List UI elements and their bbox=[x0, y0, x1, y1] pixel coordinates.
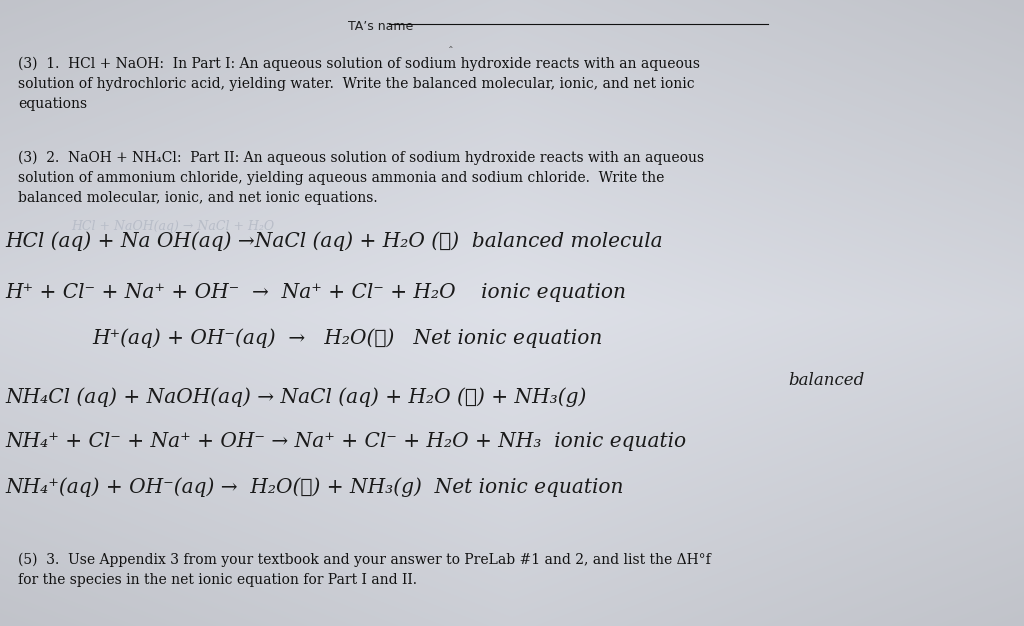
Text: (3)  2.  NaOH + NH₄Cl:  Part II: An aqueous solution of sodium hydroxide reacts : (3) 2. NaOH + NH₄Cl: Part II: An aqueous… bbox=[18, 150, 705, 205]
Text: NH₄⁺ + Cl⁻ + Na⁺ + OH⁻ → Na⁺ + Cl⁻ + H₂O + NH₃  ionic equatio: NH₄⁺ + Cl⁻ + Na⁺ + OH⁻ → Na⁺ + Cl⁻ + H₂O… bbox=[5, 432, 686, 451]
Text: HCl + NaOH(aq) → NaCl + H₂O: HCl + NaOH(aq) → NaCl + H₂O bbox=[72, 220, 274, 233]
Text: (5)  3.  Use Appendix 3 from your textbook and your answer to PreLab #1 and 2, a: (5) 3. Use Appendix 3 from your textbook… bbox=[18, 552, 712, 587]
Text: ‸: ‸ bbox=[449, 38, 453, 48]
Text: (3)  1.  HCl + NaOH:  In Part I: An aqueous solution of sodium hydroxide reacts : (3) 1. HCl + NaOH: In Part I: An aqueous… bbox=[18, 56, 700, 111]
Text: NH₄Cl (aq) + NaOH(aq) → NaCl (aq) + H₂O (ℓ) + NH₃(g): NH₄Cl (aq) + NaOH(aq) → NaCl (aq) + H₂O … bbox=[5, 387, 587, 406]
Text: TA’s name: TA’s name bbox=[348, 20, 414, 33]
Text: H⁺(aq) + OH⁻(aq)  →   H₂O(ℓ)   Net ionic equation: H⁺(aq) + OH⁻(aq) → H₂O(ℓ) Net ionic equa… bbox=[92, 329, 602, 348]
Text: HCl (aq) + Na OH(aq) →NaCl (aq) + H₂O (ℓ)  balanced molecula: HCl (aq) + Na OH(aq) →NaCl (aq) + H₂O (ℓ… bbox=[5, 232, 663, 251]
Text: NH₄⁺(aq) + OH⁻(aq) →  H₂O(ℓ) + NH₃(g)  Net ionic equation: NH₄⁺(aq) + OH⁻(aq) → H₂O(ℓ) + NH₃(g) Net… bbox=[5, 477, 624, 496]
Text: H⁺ + Cl⁻ + Na⁺ + OH⁻  →  Na⁺ + Cl⁻ + H₂O    ionic equation: H⁺ + Cl⁻ + Na⁺ + OH⁻ → Na⁺ + Cl⁻ + H₂O i… bbox=[5, 283, 626, 302]
Text: balanced: balanced bbox=[788, 372, 864, 389]
